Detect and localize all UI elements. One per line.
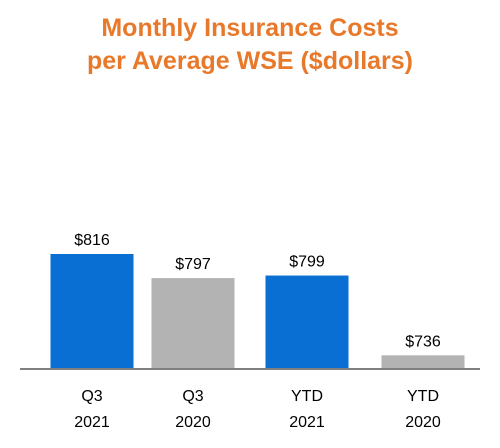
category-label-line1-3: YTD <box>407 388 439 405</box>
chart-title: Monthly Insurance Costs per Average WSE … <box>0 12 500 78</box>
category-label-line1-2: YTD <box>291 388 323 405</box>
bars-group <box>50 254 465 368</box>
bar-2 <box>265 275 349 368</box>
value-label-3: $736 <box>405 333 441 350</box>
category-label-line2-2: 2021 <box>289 414 325 431</box>
category-label-line2-1: 2020 <box>175 414 211 431</box>
chart-title-line-2: per Average WSE ($dollars) <box>86 47 414 75</box>
category-label-line2-0: 2021 <box>74 414 110 431</box>
bar-1 <box>151 278 235 368</box>
value-label-0: $816 <box>74 232 110 249</box>
bar-0 <box>50 254 134 368</box>
category-label-line1-1: Q3 <box>182 388 203 405</box>
bar-3 <box>381 355 465 368</box>
value-label-2: $799 <box>289 254 325 271</box>
category-label-line1-0: Q3 <box>81 388 102 405</box>
category-labels-group: Q3 2021 Q3 2020 YTD 2021 YTD 2020 <box>74 388 441 431</box>
value-labels-group: $816 $797 $799 $736 <box>74 232 441 350</box>
chart-title-line-1: Monthly Insurance Costs <box>101 14 399 42</box>
value-label-1: $797 <box>175 256 211 273</box>
category-label-line2-3: 2020 <box>405 414 441 431</box>
